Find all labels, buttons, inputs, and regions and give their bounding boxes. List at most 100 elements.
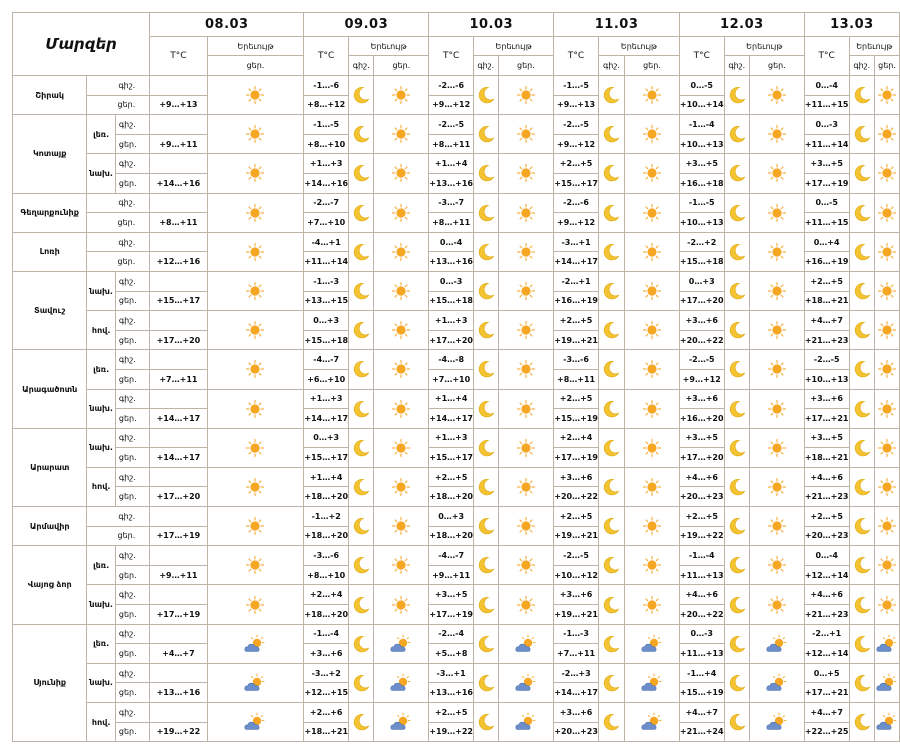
temperature-cell: +2…+5 <box>553 506 599 527</box>
moon-icon <box>597 584 626 625</box>
sun-icon <box>373 310 430 351</box>
temperature-cell: +17…+20 <box>149 329 208 351</box>
moon-icon <box>848 270 875 312</box>
forecast-row: Կոտայք լեռ. գիշ. -1…-5 -2…-5 -2…-5 -1…-4 0…-3 <box>11 114 900 194</box>
moon-icon <box>723 623 750 664</box>
sun-icon <box>874 114 900 155</box>
temperature-cell: +16…+19 <box>803 251 850 272</box>
time-of-day-label: գիշ. <box>114 584 151 606</box>
temperature-cell: +14…+17 <box>553 251 599 272</box>
moon-icon <box>472 506 499 547</box>
sun-icon <box>206 231 305 272</box>
temperature-cell: +16…+18 <box>678 172 725 194</box>
temperature-cell: +12…+15 <box>303 682 350 703</box>
temperature-cell: -4…-8 <box>428 349 474 370</box>
temperature-cell: +1…+4 <box>428 153 474 174</box>
temperature-cell <box>149 192 208 214</box>
sun-icon <box>497 584 555 625</box>
sun-icon <box>874 192 900 233</box>
sun-icon <box>624 427 680 468</box>
temperature-cell: 0…-3 <box>428 270 474 292</box>
moon-icon <box>848 74 875 116</box>
temperature-cell: +17…+20 <box>149 486 208 508</box>
moon-icon <box>348 349 375 390</box>
temperature-cell: +17…+19 <box>553 447 599 468</box>
zone-label: լեռ. <box>86 114 116 155</box>
moon-icon <box>472 114 499 155</box>
sun-icon <box>748 231 805 272</box>
sun-icon <box>874 545 900 586</box>
temperature-cell: +8…+12 <box>303 94 350 116</box>
temperature-cell: +16…+20 <box>678 408 725 429</box>
moon-icon <box>348 584 375 625</box>
temperature-cell: +2…+5 <box>428 702 474 723</box>
temperature-cell: +9…+13 <box>149 94 208 116</box>
time-of-day-label: ցեր. <box>114 329 151 351</box>
moon-icon <box>848 349 875 390</box>
temperature-cell <box>149 388 208 410</box>
sun-icon <box>497 74 555 116</box>
forecast-row: հով. գիշ. +2…+6 +2…+5 +3…+6 +4…+7 +4…+7 <box>13 701 900 743</box>
sun-behind-cloud-icon <box>748 662 805 704</box>
region-name: Վայոց ձոր <box>11 545 88 625</box>
moon-icon <box>472 545 499 586</box>
sun-behind-cloud-icon <box>373 662 430 704</box>
temperature-cell: +17…+19 <box>803 172 850 194</box>
temperature-cell: +8…+11 <box>428 212 474 233</box>
forecast-table: Մարզեր 08.03 09.03 10.03 11.03 12.03 13.03 T°C Ե… <box>11 12 900 743</box>
temperature-cell: -2…+1 <box>553 270 599 292</box>
zone-label: հով. <box>86 466 116 508</box>
time-of-day-label: ցեր. <box>86 212 151 233</box>
sun-behind-cloud-icon <box>874 623 900 664</box>
sun-icon <box>497 349 555 390</box>
region-name: Արարատ <box>11 427 88 508</box>
sun-icon <box>748 153 805 194</box>
sun-icon <box>748 506 805 547</box>
night-subheader: գիշ. <box>597 55 626 76</box>
time-of-day-label: գիշ. <box>114 349 151 370</box>
temperature-cell: +14…+17 <box>303 408 350 429</box>
temperature-cell: 0…-4 <box>428 231 474 253</box>
temperature-cell: +21…+23 <box>803 329 850 351</box>
temperature-cell: -2…-5 <box>553 545 599 566</box>
sun-icon <box>497 427 555 468</box>
time-of-day-label: ցեր. <box>114 133 151 155</box>
sun-icon <box>624 584 680 625</box>
temperature-cell: -1…-3 <box>553 623 599 645</box>
sun-behind-cloud-icon <box>497 623 555 664</box>
temperature-cell: +18…+20 <box>303 525 350 547</box>
temperature-cell: +3…+6 <box>553 702 599 723</box>
temperature-cell: -3…+1 <box>553 231 599 253</box>
temperature-cell: +19…+22 <box>678 525 725 547</box>
temperature-cell: -2…-5 <box>553 114 599 135</box>
temperature-cell: +18…+20 <box>303 604 350 625</box>
time-of-day-label: գիշ. <box>114 623 151 645</box>
temperature-cell: +21…+24 <box>678 721 725 743</box>
moon-icon <box>597 662 626 704</box>
sun-icon <box>206 310 305 351</box>
sun-icon <box>748 349 805 390</box>
moon-icon <box>472 466 499 508</box>
time-of-day-label: ցեր. <box>114 408 151 429</box>
forecast-row: Արմավիր գիշ. -1…+2 0…+3 +2…+5 +2…+5 +2…+5 <box>11 506 900 547</box>
moon-icon <box>348 74 375 116</box>
temperature-header: T°C <box>428 36 474 76</box>
moon-icon <box>597 427 626 468</box>
sun-behind-cloud-icon <box>206 662 305 704</box>
moon-icon <box>848 623 875 664</box>
moon-icon <box>597 388 626 429</box>
sun-icon <box>497 466 555 508</box>
sun-icon <box>206 74 305 116</box>
date-header: 10.03 <box>428 12 555 37</box>
temperature-cell <box>149 75 208 96</box>
temperature-header: T°C <box>303 36 350 76</box>
temperature-cell: +17…+21 <box>803 408 850 429</box>
sun-icon <box>373 270 430 312</box>
temperature-cell: +11…+14 <box>803 133 850 155</box>
temperature-cell: +9…+12 <box>678 368 725 390</box>
forecast-row: հով. գիշ. 0…+3 +1…+3 +2…+5 +3…+6 +4…+7 <box>13 310 900 351</box>
temperature-cell: +2…+4 <box>553 427 599 449</box>
temperature-cell: +2…+4 <box>303 584 350 606</box>
sun-icon <box>373 506 430 547</box>
sun-behind-cloud-icon <box>624 623 680 664</box>
